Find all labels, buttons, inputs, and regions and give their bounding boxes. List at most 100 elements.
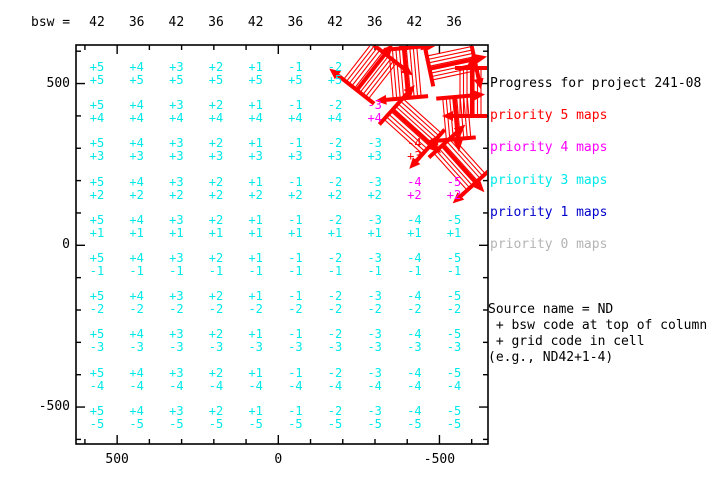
grid-cell-+5-1: +5 -1 xyxy=(82,252,112,278)
grid-cell--1-2: -1 -2 xyxy=(280,290,310,316)
grid-cell-+2-1: +2 -1 xyxy=(201,252,231,278)
cell-row-code: -4 xyxy=(407,378,422,393)
cell-row-code: +3 xyxy=(129,149,144,164)
cell-column-code: +5 xyxy=(89,60,105,74)
completed-maps-region xyxy=(329,46,487,204)
cell-column-code: +3 xyxy=(169,327,184,342)
cell-column-code: +4 xyxy=(129,174,144,189)
cell-row-code: +4 xyxy=(327,111,343,126)
cell-column-code: +3 xyxy=(169,98,184,113)
cell-row-code: -1 xyxy=(446,264,462,278)
cell-row-code: -5 xyxy=(288,416,303,431)
bsw-value: 42 xyxy=(247,15,264,30)
grid-cell--1-1: -1 -1 xyxy=(280,252,310,278)
grid-cell-+3+5: +3 +5 xyxy=(161,61,191,87)
grid-cell--2-3: -2 -3 xyxy=(320,328,350,354)
bsw-value: 36 xyxy=(208,15,224,30)
x-tick-label: 0 xyxy=(274,452,283,467)
grid-cell-+3-4: +3 -4 xyxy=(161,366,191,393)
cell-column-code: +1 xyxy=(248,403,263,418)
cell-row-code: +1 xyxy=(367,225,382,240)
grid-cell-+3+4: +3 +4 xyxy=(161,99,191,125)
grid-cell--5-5: -5 -5 xyxy=(439,404,469,431)
cell-column-code: +3 xyxy=(169,136,184,151)
cell-row-code: +2 xyxy=(327,187,343,202)
grid-cell--3+2: -3 +2 xyxy=(360,174,390,202)
cell-column-code: +2 xyxy=(208,289,224,304)
cell-row-code: +5 xyxy=(327,73,343,87)
grid-cell-+1-1: +1 -1 xyxy=(241,252,271,278)
cell-row-code: +3 xyxy=(407,149,422,164)
cell-row-code: -3 xyxy=(407,340,422,355)
cell-column-code: +3 xyxy=(169,212,184,227)
bsw-value: 42 xyxy=(168,15,185,30)
y-tick-label: -500 xyxy=(38,399,70,415)
grid-cell--2-4: -2 -4 xyxy=(320,366,350,393)
grid-cell-+5+3: +5 +3 xyxy=(82,137,112,163)
grid-cell-+5+4: +5 +4 xyxy=(82,99,112,125)
grid-cell--3-4: -3 -4 xyxy=(360,365,390,393)
grid-cell--2+5: -2 +5 xyxy=(320,61,350,87)
grid-cell--4-5: -4 -5 xyxy=(399,404,429,431)
cell-column-code: -3 xyxy=(367,365,382,380)
cell-row-code: +2 xyxy=(89,187,105,202)
grid-cell-+3-3: +3 -3 xyxy=(161,328,191,354)
cell-row-code: -3 xyxy=(288,340,303,355)
cell-column-code: -3 xyxy=(367,403,382,418)
grid-cell-+5-4: +5 -4 xyxy=(82,366,112,393)
grid-cell-+5+5: +5 +5 xyxy=(82,61,112,87)
y-tick-label: 500 xyxy=(46,75,70,91)
cell-column-code: -3 xyxy=(367,136,382,151)
cell-row-code: +1 xyxy=(89,225,105,240)
grid-cell--4+3: -4 +3 xyxy=(399,137,429,163)
cell-row-code: -4 xyxy=(208,378,224,393)
grid-cell--1-4: -1 -4 xyxy=(280,366,310,393)
scan-map xyxy=(420,46,487,90)
cell-column-code: +4 xyxy=(129,365,144,380)
cell-column-code: +5 xyxy=(89,327,105,342)
cell-row-code: +2 xyxy=(288,187,303,202)
cell-column-code: -3 xyxy=(367,174,382,189)
cell-row-code: -4 xyxy=(367,378,382,393)
cell-row-code: -3 xyxy=(446,340,462,355)
cell-row-code: +1 xyxy=(169,225,184,240)
cell-row-code: -1 xyxy=(248,264,263,278)
cell-column-code: -5 xyxy=(446,174,462,189)
cell-column-code: +1 xyxy=(248,289,263,304)
cell-row-code: -1 xyxy=(129,264,144,278)
cell-row-code: +1 xyxy=(288,225,303,240)
legend-item: priority 1 maps xyxy=(490,204,608,220)
cell-row-code: +3 xyxy=(288,149,303,164)
cell-column-code: +2 xyxy=(208,212,224,227)
bsw-value: 36 xyxy=(366,15,383,30)
x-tick-label: 500 xyxy=(105,452,129,467)
grid-cell-+1+4: +1 +4 xyxy=(241,99,271,125)
grid-cell-+3-2: +3 -2 xyxy=(161,290,191,316)
grid-cell-+5+2: +5 +2 xyxy=(82,175,112,202)
legend-item: priority 0 maps xyxy=(490,237,608,253)
cell-column-code: -5 xyxy=(446,289,462,304)
grid-cell--1+2: -1 +2 xyxy=(280,174,310,202)
cell-column-code: +1 xyxy=(248,327,263,342)
grid-cell--2-1: -2 -1 xyxy=(320,252,350,278)
grid-cell--4-2: -4 -2 xyxy=(399,290,429,316)
cell-column-code: -1 xyxy=(288,327,303,342)
grid-cell-+4+5: +4 +5 xyxy=(122,61,152,87)
grid-cell--2+3: -2 +3 xyxy=(320,137,350,163)
cell-column-code: -5 xyxy=(446,212,462,227)
cell-row-code: +1 xyxy=(129,225,144,240)
grid-cell-+4+3: +4 +3 xyxy=(122,137,152,163)
cell-row-code: +1 xyxy=(208,225,224,240)
grid-cell--1+3: -1 +3 xyxy=(280,137,310,163)
cell-column-code: +2 xyxy=(208,136,224,151)
cell-column-code: +4 xyxy=(129,60,144,74)
cell-column-code: -2 xyxy=(327,136,343,151)
grid-cell--2+2: -2 +2 xyxy=(320,175,350,202)
cell-column-code: +5 xyxy=(89,136,105,151)
cell-column-code: -1 xyxy=(288,174,303,189)
cell-row-code: +5 xyxy=(208,73,224,87)
grid-cell-+2+5: +2 +5 xyxy=(201,61,231,87)
legend-item: priority 4 maps xyxy=(490,140,608,156)
source-note-line: + bsw code at top of column xyxy=(488,318,708,333)
y-tick-label: 0 xyxy=(62,237,70,253)
